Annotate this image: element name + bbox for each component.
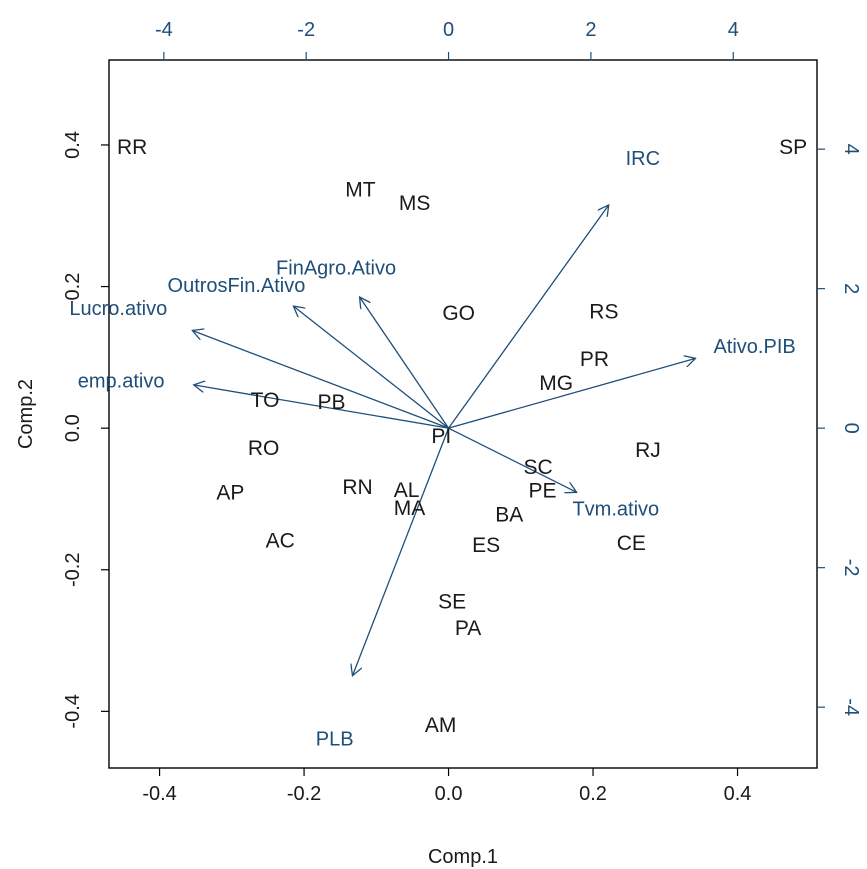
x-tick-label: -0.4 bbox=[142, 783, 176, 805]
top-tick-label: 2 bbox=[585, 19, 596, 41]
variable-label-irc: IRC bbox=[626, 148, 660, 170]
x-tick-label: 0.0 bbox=[435, 783, 463, 805]
observation-label-ba: BA bbox=[495, 504, 523, 527]
top-tick-label: -4 bbox=[155, 19, 173, 41]
observation-label-pb: PB bbox=[318, 391, 346, 414]
plot-frame bbox=[108, 59, 818, 769]
observation-label-sc: SC bbox=[524, 456, 553, 479]
loading-arrow-outrosfin-ativo bbox=[293, 306, 449, 429]
variable-label-plb: PLB bbox=[316, 729, 354, 751]
observation-label-to: TO bbox=[251, 389, 280, 412]
observation-label-pe: PE bbox=[528, 479, 556, 502]
variable-label-tvm-ativo: Tvm.ativo bbox=[572, 498, 659, 520]
observation-label-mt: MT bbox=[345, 179, 375, 202]
y-tick-label: 0.4 bbox=[62, 131, 84, 159]
variable-label-lucro-ativo: Lucro.ativo bbox=[69, 298, 167, 320]
top-tick-label: 4 bbox=[728, 19, 739, 41]
y-tick-label: 0.2 bbox=[62, 273, 84, 301]
y-tick-label: 0.0 bbox=[62, 414, 84, 442]
x-tick-label: 0.2 bbox=[579, 783, 607, 805]
x-tick-label: 0.4 bbox=[724, 783, 752, 805]
observation-label-ap: AP bbox=[216, 482, 244, 505]
observation-label-es: ES bbox=[472, 534, 500, 557]
loading-arrow-ativo-pib bbox=[448, 358, 696, 429]
loading-arrow-tvm-ativo bbox=[448, 427, 577, 492]
x-tick-label: -0.2 bbox=[287, 783, 321, 805]
right-tick-label: 0 bbox=[840, 423, 862, 434]
observation-label-pr: PR bbox=[580, 348, 609, 371]
loading-arrows bbox=[192, 205, 695, 676]
variable-label-emp-ativo: emp.ativo bbox=[78, 371, 165, 393]
observation-label-ro: RO bbox=[248, 437, 280, 460]
loading-arrow-finagro-ativo bbox=[360, 297, 450, 429]
observation-label-mg: MG bbox=[539, 372, 573, 395]
right-tick-label: -4 bbox=[840, 698, 862, 716]
observation-label-rr: RR bbox=[117, 136, 147, 159]
y-axis-title: Comp.2 bbox=[15, 379, 37, 449]
observation-label-ce: CE bbox=[617, 532, 646, 555]
y-tick-label: -0.2 bbox=[62, 553, 84, 587]
loading-arrow-emp-ativo bbox=[194, 385, 449, 429]
observation-label-rn: RN bbox=[342, 476, 372, 499]
observation-label-rj: RJ bbox=[635, 439, 661, 462]
variable-label-outrosfin-ativo: OutrosFin.Ativo bbox=[168, 275, 306, 297]
axes: -0.4 -0.2 0.0 0.2 0.4 -0.4 -0.2 0.0 0.2 0.4 -4 -2 0 2… bbox=[62, 19, 862, 805]
observation-label-pa: PA bbox=[455, 617, 481, 640]
observation-label-ac: AC bbox=[266, 530, 295, 553]
right-tick-label: 2 bbox=[840, 283, 862, 294]
observation-label-ma: MA bbox=[394, 497, 426, 520]
observation-label-am: AM bbox=[425, 714, 457, 737]
x-axis-title: Comp.1 bbox=[428, 846, 498, 868]
top-tick-label: -2 bbox=[297, 19, 315, 41]
loading-arrow-plb bbox=[352, 427, 450, 676]
y-tick-label: -0.4 bbox=[62, 694, 84, 728]
observation-label-al: AL bbox=[394, 479, 420, 502]
observation-label-pi: PI bbox=[431, 425, 451, 448]
observation-label-sp: SP bbox=[779, 136, 807, 159]
top-tick-label: 0 bbox=[443, 19, 454, 41]
observation-label-ms: MS bbox=[399, 192, 431, 215]
right-tick-label: 4 bbox=[840, 144, 862, 155]
observation-label-rs: RS bbox=[589, 300, 618, 323]
loading-arrow-lucro-ativo bbox=[192, 331, 449, 429]
loading-arrow-irc bbox=[448, 205, 609, 429]
variable-label-finagro-ativo: FinAgro.Ativo bbox=[276, 258, 396, 280]
observation-label-go: GO bbox=[442, 302, 475, 325]
variable-label-ativo-pib: Ativo.PIB bbox=[713, 336, 795, 358]
observation-label-se: SE bbox=[438, 591, 466, 614]
right-tick-label: -2 bbox=[840, 559, 862, 577]
variable-labels: IRC FinAgro.AtivoOutrosFin.AtivoLucro.ati… bbox=[69, 148, 795, 750]
